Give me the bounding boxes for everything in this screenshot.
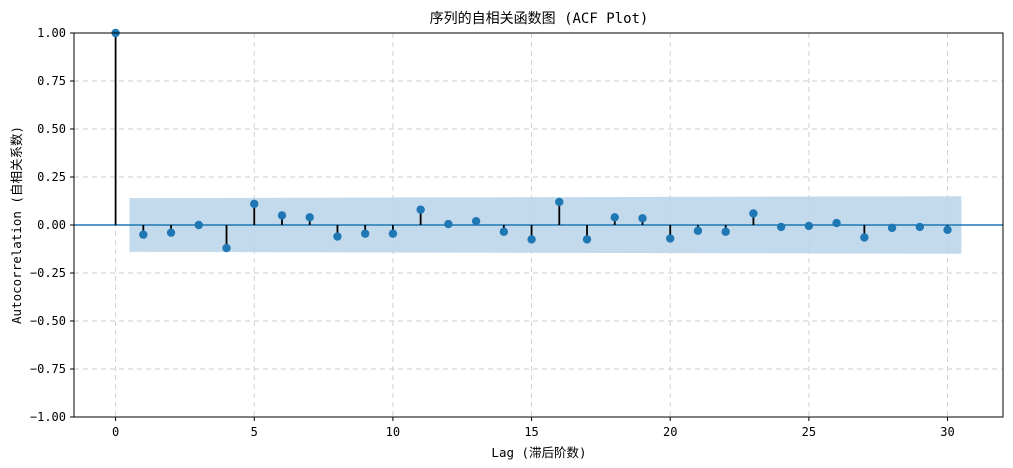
data-point [915, 222, 925, 232]
data-point [693, 226, 703, 235]
data-point [360, 229, 370, 238]
y-tick-label: 0.25 [37, 170, 66, 184]
data-point [139, 230, 148, 239]
data-point [527, 235, 536, 244]
data-point [388, 229, 398, 238]
data-point [638, 214, 647, 223]
y-tick-label: 0.75 [37, 74, 66, 88]
x-tick-label: 5 [251, 425, 258, 439]
data-point [860, 233, 869, 242]
x-tick-label: 20 [663, 425, 677, 439]
data-point [333, 232, 342, 241]
data-point [444, 219, 453, 229]
x-axis-ticks: 0 5 10 15 20 25 30 [112, 417, 955, 439]
data-point [277, 211, 287, 220]
data-point [749, 209, 758, 218]
y-axis-ticks: −1.00 −0.75 −0.50 −0.25 0.00 0.25 0.50 0.75 1.00 [30, 26, 74, 424]
x-axis-title: Lag (滞后阶数) [491, 445, 586, 460]
y-tick-label: −0.50 [30, 314, 66, 328]
x-tick-label: 25 [802, 425, 816, 439]
y-tick-label: 0.50 [37, 122, 66, 136]
data-point [887, 223, 897, 233]
markers-layer [111, 28, 952, 253]
data-point [166, 228, 176, 237]
data-point [471, 216, 481, 226]
x-tick-label: 0 [112, 425, 119, 439]
data-point [582, 235, 592, 244]
data-point [721, 227, 730, 236]
x-tick-label: 15 [524, 425, 538, 439]
data-point [305, 213, 314, 222]
y-tick-label: 0.00 [37, 218, 66, 232]
data-point [610, 213, 619, 222]
data-point [943, 225, 952, 234]
y-tick-label: −0.25 [30, 266, 66, 280]
data-point [776, 222, 786, 232]
data-point [194, 220, 203, 230]
data-point [666, 234, 675, 243]
data-point [804, 221, 814, 231]
data-point [416, 205, 425, 214]
y-tick-label: 1.00 [37, 26, 66, 40]
data-point [250, 199, 259, 209]
x-tick-label: 10 [386, 425, 400, 439]
y-axis-title: Autocorrelation (自相关系数) [9, 126, 24, 324]
chart-title: 序列的自相关函数图 (ACF Plot) [430, 11, 649, 27]
data-point [832, 218, 841, 228]
data-point [555, 197, 564, 207]
y-tick-label: −1.00 [30, 410, 66, 424]
data-point [222, 243, 231, 253]
x-tick-label: 30 [940, 425, 954, 439]
y-tick-label: −0.75 [30, 362, 66, 376]
data-point [499, 227, 509, 236]
